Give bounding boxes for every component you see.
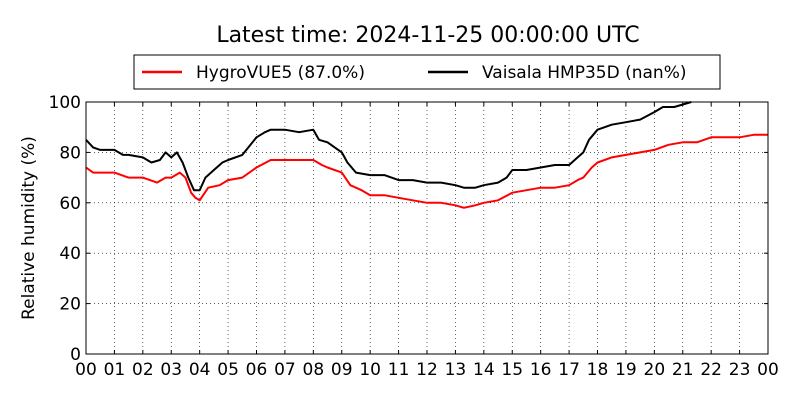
x-tick-label: 00 bbox=[75, 360, 97, 380]
x-tick-label: 14 bbox=[473, 360, 495, 380]
y-tick-label: 40 bbox=[59, 244, 81, 264]
series-line bbox=[85, 101, 692, 192]
x-tick-label: 20 bbox=[644, 360, 666, 380]
legend-box bbox=[133, 54, 721, 90]
x-tick-label: 12 bbox=[416, 360, 438, 380]
x-tick-label: 03 bbox=[160, 360, 182, 380]
y-tick-label: 0 bbox=[70, 345, 81, 365]
x-tick-label: 19 bbox=[615, 360, 637, 380]
x-tick-label: 11 bbox=[388, 360, 410, 380]
y-tick-label: 20 bbox=[59, 295, 81, 315]
x-tick-label: 07 bbox=[274, 360, 296, 380]
x-tick-label: 10 bbox=[359, 360, 381, 380]
y-tick-label: 100 bbox=[49, 93, 81, 113]
x-tick-label: 18 bbox=[587, 360, 609, 380]
x-tick-label: 01 bbox=[104, 360, 126, 380]
x-tick-label: 05 bbox=[217, 360, 239, 380]
series-layer bbox=[85, 101, 768, 209]
y-axis-label: Relative humidity (%) bbox=[19, 136, 39, 320]
x-tick-label: 08 bbox=[303, 360, 325, 380]
y-tick-label: 60 bbox=[59, 194, 81, 214]
x-tick-label: 02 bbox=[132, 360, 154, 380]
x-tick-label: 17 bbox=[558, 360, 580, 380]
x-tick-label: 13 bbox=[445, 360, 467, 380]
ticks: 00 01 02 03 04 05 06 07 08 09 10 11 12 13 14 15 16 17 18 19… bbox=[49, 93, 779, 380]
series-line bbox=[85, 133, 768, 209]
legend: HygroVUE5 (87.0%) Vaisala HMP35D (nan%) bbox=[133, 54, 721, 90]
x-tick-label: 23 bbox=[729, 360, 751, 380]
chart-title: Latest time: 2024-11-25 00:00:00 UTC bbox=[216, 23, 639, 48]
x-tick-label: 04 bbox=[189, 360, 211, 380]
grid bbox=[86, 102, 768, 354]
plot-frame bbox=[85, 101, 769, 355]
legend-label: HygroVUE5 (87.0%) bbox=[196, 63, 365, 83]
x-tick-label: 21 bbox=[672, 360, 694, 380]
x-tick-label: 06 bbox=[246, 360, 268, 380]
x-tick-label: 09 bbox=[331, 360, 353, 380]
y-tick-label: 80 bbox=[59, 143, 81, 163]
x-tick-label: 15 bbox=[501, 360, 523, 380]
x-tick-label: 16 bbox=[530, 360, 552, 380]
x-tick-label: 00 bbox=[757, 360, 779, 380]
legend-label: Vaisala HMP35D (nan%) bbox=[482, 63, 686, 83]
x-tick-label: 22 bbox=[700, 360, 722, 380]
